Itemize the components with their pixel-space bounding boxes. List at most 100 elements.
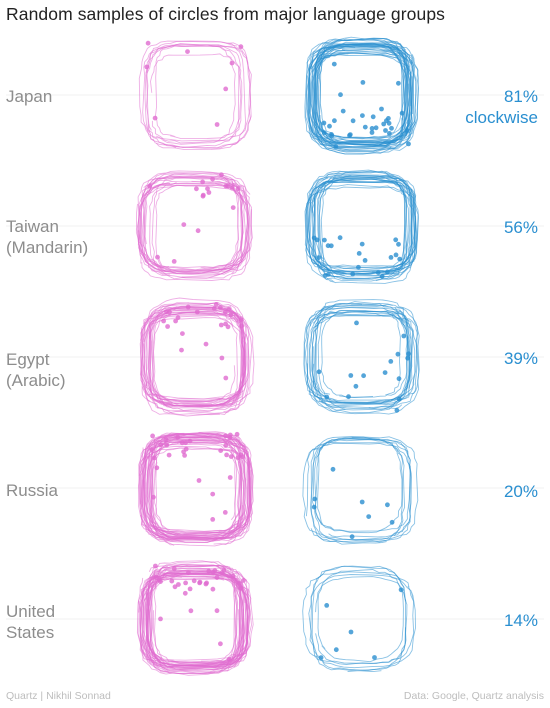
start-point-dot [227, 475, 233, 480]
start-point-dot [225, 324, 231, 330]
start-point-dot [218, 641, 223, 647]
start-point-dot [386, 116, 391, 121]
counterclockwise-panel [138, 431, 254, 547]
start-point-dot [145, 40, 151, 46]
start-point-dot [396, 80, 401, 86]
start-point-dot [353, 383, 359, 389]
circle-stroke [318, 51, 409, 141]
circle-stroke [317, 176, 408, 273]
circle-stroke [148, 312, 246, 410]
row-label-japan: Japan [6, 87, 53, 106]
circle-stroke [313, 309, 412, 411]
start-point-dot [393, 252, 399, 258]
circle-stroke [306, 303, 409, 414]
circle-stroke [317, 176, 406, 280]
start-point-dot [379, 106, 384, 112]
circle-stroke [146, 42, 236, 145]
circle-stroke [141, 567, 254, 665]
circle-stroke [146, 437, 245, 534]
circle-stroke [318, 48, 407, 143]
circle-stroke [310, 565, 407, 671]
start-point-dot [200, 179, 206, 185]
start-point-dot [229, 60, 235, 66]
start-point-dot [166, 452, 172, 458]
start-point-dot [151, 455, 157, 461]
circle-stroke [320, 177, 408, 282]
circle-stroke [142, 44, 240, 149]
start-point-dot [222, 510, 228, 515]
row-label-egypt: Egypt (Arabic) [6, 350, 66, 390]
clockwise-panel [302, 436, 419, 545]
start-point-dot [165, 324, 171, 329]
start-point-dot [369, 130, 375, 135]
start-point-dot [383, 128, 388, 133]
circle-stroke [146, 434, 236, 537]
start-point-dot [348, 629, 354, 635]
start-point-dot [211, 306, 217, 311]
start-point-dot [223, 183, 229, 189]
start-point-dot [382, 370, 388, 375]
circle-stroke [145, 443, 240, 538]
counterclockwise-panel [138, 40, 252, 151]
circle-stroke [149, 309, 245, 407]
start-point-dot [389, 125, 394, 131]
start-point-dot [151, 494, 156, 500]
circle-stroke [139, 307, 247, 400]
start-point-dot [331, 61, 337, 67]
circle-stroke [146, 563, 245, 672]
start-point-dot [182, 590, 188, 596]
circle-stroke [315, 299, 409, 411]
start-point-dot [396, 241, 401, 247]
circle-stroke [317, 569, 404, 663]
start-point-dot [337, 235, 343, 241]
pct-russia: 20% [503, 482, 538, 501]
circle-stroke [136, 182, 249, 269]
start-point-dot [360, 80, 366, 85]
circle-stroke [312, 436, 403, 534]
footer-source: Data: Google, Quartz analysis [403, 690, 544, 702]
circle-stroke [143, 431, 251, 541]
start-point-dot [218, 322, 224, 328]
start-point-dot [223, 375, 229, 381]
start-point-dot [197, 579, 203, 585]
circle-stroke [153, 564, 243, 666]
start-point-dot [195, 228, 201, 234]
start-point-dot [241, 578, 246, 583]
circle-stroke [149, 573, 241, 668]
pct-japan: 81% clockwise [465, 87, 538, 127]
start-point-dot [224, 452, 230, 458]
circle-stroke [141, 436, 254, 540]
start-point-dot [183, 580, 189, 586]
counterclockwise-panel [136, 560, 254, 676]
circle-stroke [143, 438, 242, 542]
circle-stroke [302, 571, 415, 664]
row-label-russia: Russia [6, 481, 58, 500]
circle-stroke [313, 174, 418, 280]
start-point-dot [393, 237, 399, 243]
start-point-dot [347, 132, 353, 138]
start-point-dot [182, 453, 188, 458]
start-point-dot [338, 92, 343, 98]
circle-stroke [142, 297, 249, 407]
start-point-dot [327, 123, 332, 129]
pct-egypt: 39% [503, 349, 538, 368]
clockwise-panel [304, 36, 420, 155]
start-point-dot [401, 333, 407, 339]
start-point-dot [322, 237, 327, 243]
circle-stroke [150, 53, 243, 144]
circle-stroke [148, 314, 238, 408]
start-point-dot [328, 243, 334, 249]
start-point-dot [155, 254, 160, 260]
start-point-dot [186, 570, 191, 576]
start-point-dot [359, 241, 365, 247]
start-point-dot [158, 579, 163, 584]
circle-stroke [149, 434, 238, 543]
start-point-dot [200, 193, 206, 199]
start-point-dot [395, 351, 401, 357]
start-point-dot [356, 264, 361, 270]
circle-stroke [320, 310, 409, 398]
circle-stroke [142, 572, 245, 673]
circle-stroke [145, 40, 247, 151]
start-point-dot [370, 114, 376, 120]
